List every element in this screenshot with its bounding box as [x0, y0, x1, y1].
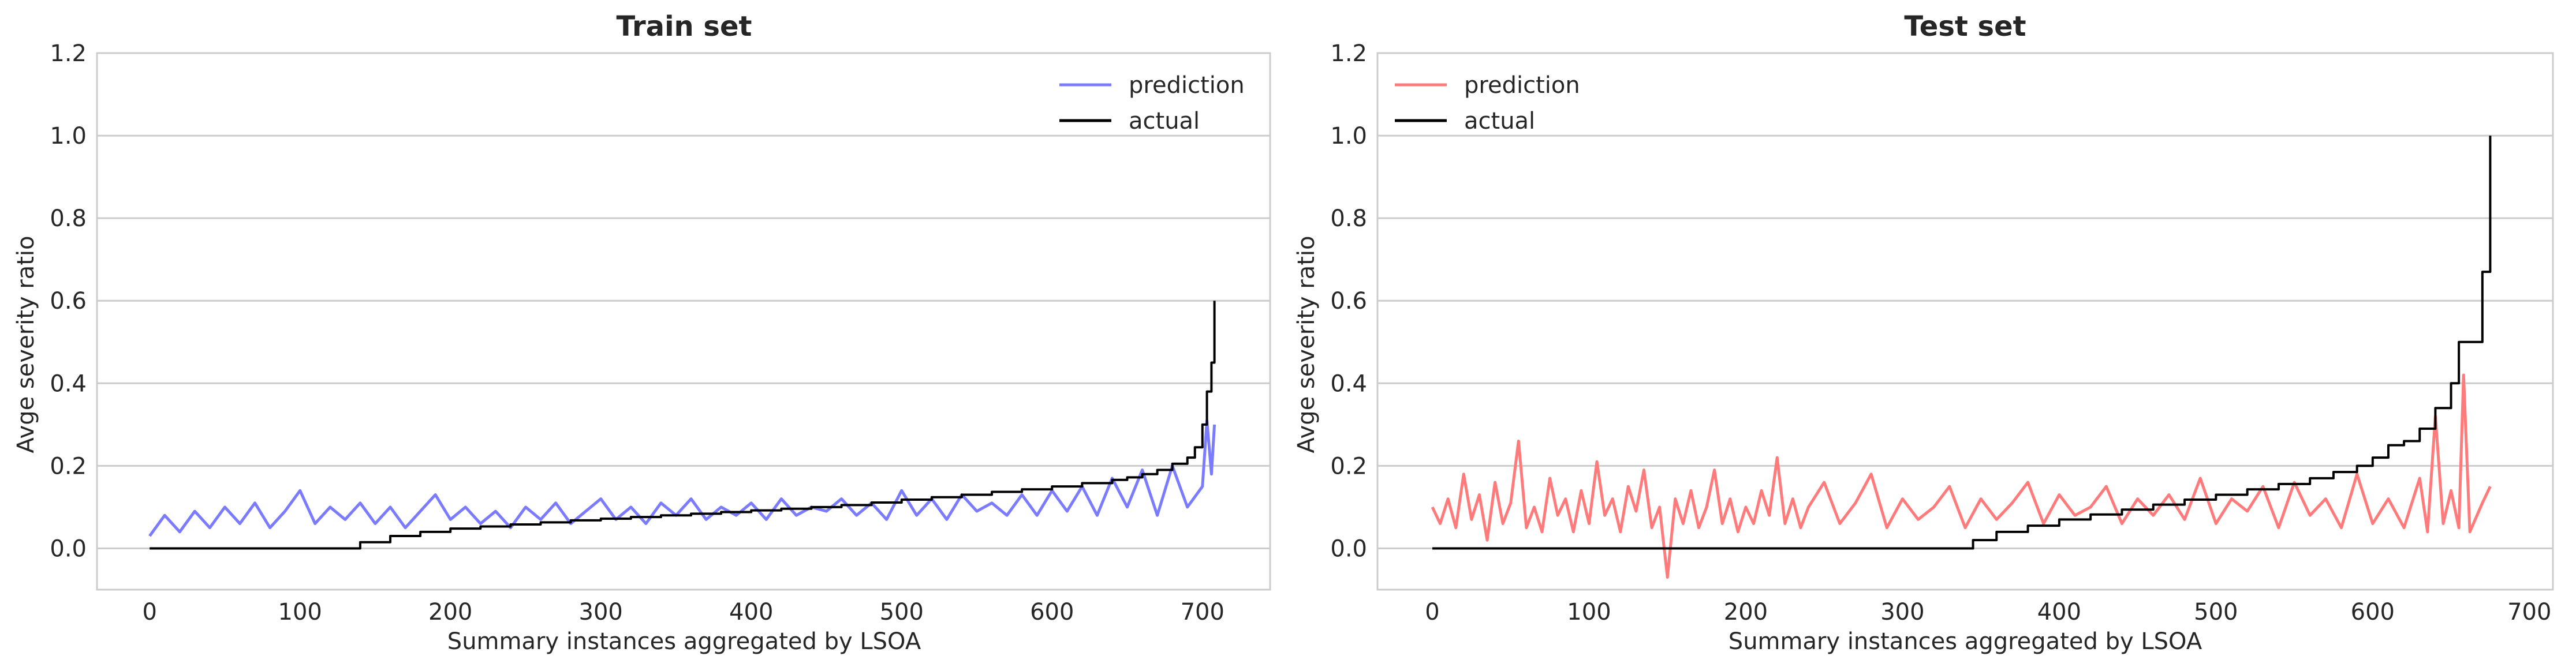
- y-tick-label: 0.0: [50, 535, 87, 562]
- y-axis-label: Avge severity ratio: [13, 236, 39, 453]
- legend-label-prediction: prediction: [1129, 72, 1245, 99]
- y-tick-labels: 0.0 0.2 0.4 0.6 0.8 1.0 1.2: [50, 40, 87, 562]
- series-lines: [148, 301, 1216, 550]
- x-tick-label: 0: [142, 599, 156, 625]
- x-tick-label: 100: [1567, 599, 1611, 625]
- legend: prediction actual: [1059, 72, 1245, 134]
- x-tick-label: 100: [278, 599, 322, 625]
- y-tick-labels: 0.0 0.2 0.4 0.6 0.8 1.0 1.2: [1330, 40, 1367, 562]
- x-tick-label: 700: [2507, 599, 2551, 625]
- legend-label-actual: actual: [1464, 108, 1535, 134]
- x-tick-labels: 0 100 200 300 400 500 600 700: [142, 599, 1224, 625]
- y-tick-label: 0.8: [1330, 205, 1367, 232]
- y-tick-label: 0.2: [50, 453, 87, 479]
- x-tick-label: 500: [2194, 599, 2238, 625]
- x-axis-label: Summary instances aggregated by LSOA: [1728, 628, 2202, 655]
- y-tick-label: 1.2: [1330, 40, 1367, 67]
- x-tick-labels: 0 100 200 300 400 500 600 700: [1425, 599, 2551, 625]
- x-tick-label: 200: [1724, 599, 1768, 625]
- y-tick-label: 0.6: [1330, 288, 1367, 314]
- y-axis-label: Avge severity ratio: [1293, 236, 1320, 453]
- series-line-prediction: [1431, 373, 2492, 579]
- y-tick-label: 1.0: [50, 123, 87, 149]
- x-tick-label: 500: [880, 599, 924, 625]
- x-tick-label: 400: [729, 599, 773, 625]
- chart-title: Train set: [617, 10, 752, 43]
- y-tick-label: 0.6: [50, 288, 87, 314]
- legend: prediction actual: [1395, 72, 1580, 134]
- x-tick-label: 600: [1030, 599, 1074, 625]
- y-tick-label: 0.4: [50, 370, 87, 397]
- y-tick-label: 1.0: [1330, 123, 1367, 149]
- legend-label-actual: actual: [1129, 108, 1200, 134]
- legend-label-prediction: prediction: [1464, 72, 1580, 99]
- gridlines: [97, 52, 1270, 549]
- series-line-prediction: [148, 419, 1216, 537]
- x-tick-label: 400: [2037, 599, 2081, 625]
- y-tick-label: 0.2: [1330, 453, 1367, 479]
- series-line-actual: [150, 301, 1216, 550]
- x-tick-label: 200: [428, 599, 472, 625]
- x-tick-label: 0: [1425, 599, 1439, 625]
- plot-frame: [1376, 52, 2554, 591]
- y-tick-label: 0.4: [1330, 370, 1367, 397]
- y-tick-label: 1.2: [50, 40, 87, 67]
- series-lines: [1431, 136, 2492, 579]
- y-tick-label: 0.0: [1330, 535, 1367, 562]
- y-tick-label: 0.8: [50, 205, 87, 232]
- x-tick-label: 600: [2351, 599, 2395, 625]
- series-line-actual: [1432, 136, 2492, 550]
- test-set-chart: Test set Summary instances aggregated by…: [1293, 10, 2554, 655]
- chart-title: Test set: [1904, 10, 2026, 43]
- x-tick-label: 300: [579, 599, 623, 625]
- plot-frame: [96, 52, 1271, 591]
- x-tick-label: 300: [1880, 599, 1924, 625]
- x-axis-label: Summary instances aggregated by LSOA: [447, 628, 921, 655]
- train-set-chart: Train set Summary instances aggregated b…: [13, 10, 1271, 655]
- x-tick-label: 700: [1181, 599, 1224, 625]
